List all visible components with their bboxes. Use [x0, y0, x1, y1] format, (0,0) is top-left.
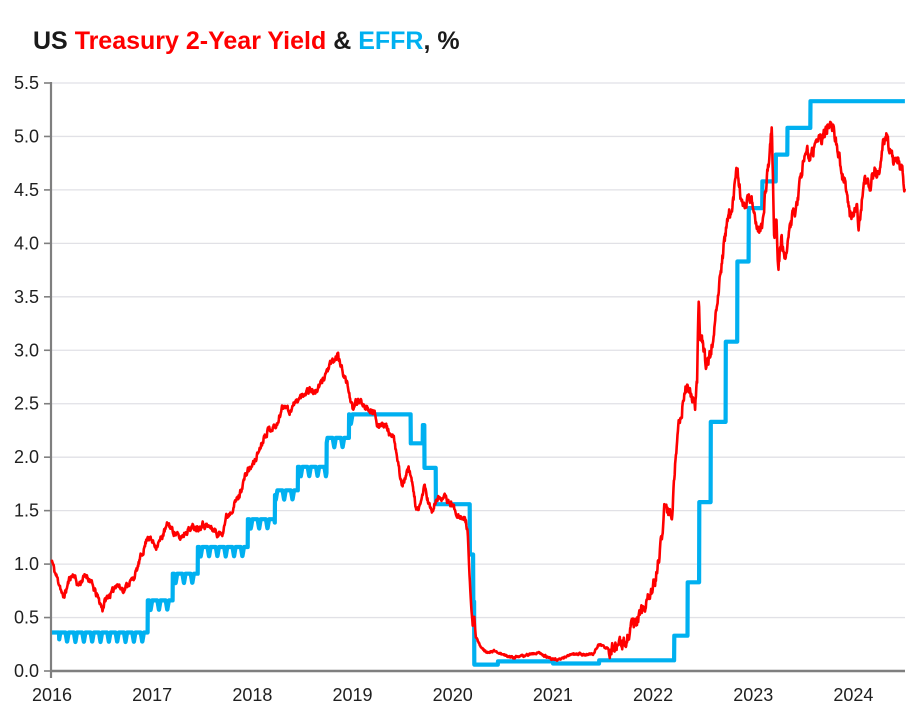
x-axis-tick-label: 2022: [633, 685, 673, 705]
x-axis-tick-label: 2024: [833, 685, 873, 705]
x-axis-tick-label: 2018: [232, 685, 272, 705]
x-axis-tick-label: 2017: [132, 685, 172, 705]
series-effr-line: [50, 99, 907, 667]
title-segment-us: US: [33, 27, 75, 55]
title-segment-treasury-2y: Treasury 2-Year Yield: [74, 27, 334, 55]
series-treasury-2y-line: [50, 120, 907, 662]
y-axis-tick-label: 0.5: [14, 608, 39, 628]
y-axis-tick-label: 2.5: [14, 394, 39, 414]
y-axis-tick-label: 2.0: [14, 447, 39, 467]
title-segment-percent: , %: [423, 27, 460, 55]
y-axis-tick-label: 3.5: [14, 287, 39, 307]
x-axis-tick-label: 2016: [32, 685, 72, 705]
x-axis-tick-label: 2019: [333, 685, 373, 705]
x-axis-tick-label: 2023: [733, 685, 773, 705]
y-axis-tick-label: 1.0: [14, 554, 39, 574]
x-axis-tick-label: 2021: [533, 685, 573, 705]
y-axis-tick-label: 0.0: [14, 661, 39, 681]
y-axis-tick-label: 5.0: [14, 126, 39, 146]
y-axis-tick-label: 5.5: [14, 73, 39, 93]
y-axis-tick-label: 4.5: [14, 180, 39, 200]
x-axis-tick-label: 2020: [433, 685, 473, 705]
title-segment-ampersand: &: [333, 27, 359, 55]
y-axis-tick-label: 3.0: [14, 340, 39, 360]
y-axis-tick-label: 1.5: [14, 501, 39, 521]
y-axis-tick-label: 4.0: [14, 233, 39, 253]
chart-title: US Treasury 2-Year Yield & EFFR, %: [33, 26, 460, 57]
title-segment-effr: EFFR: [358, 27, 424, 55]
